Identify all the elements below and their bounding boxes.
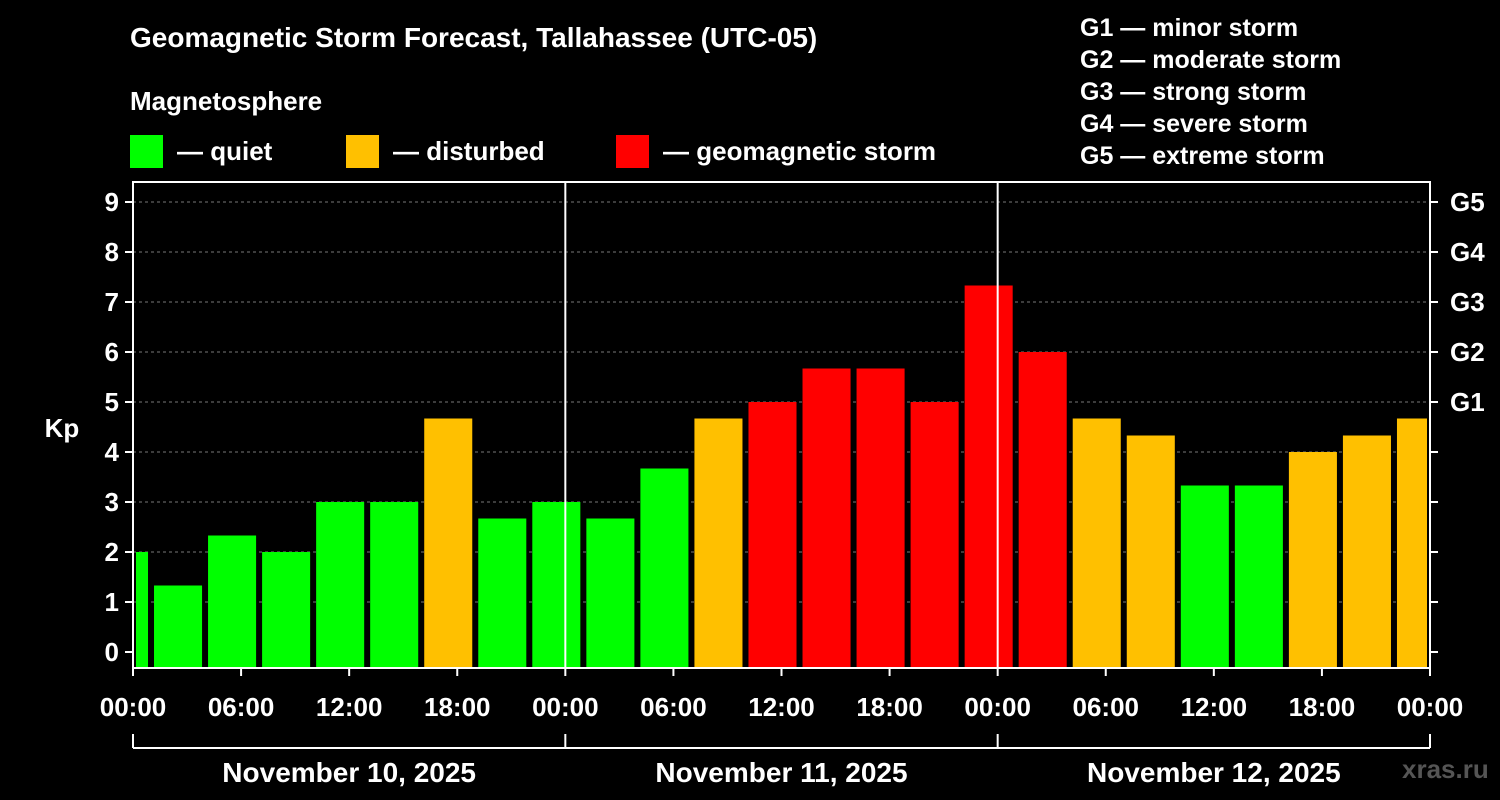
g-legend-g2: G2 — moderate storm: [1080, 46, 1342, 74]
kp-bar: [586, 518, 635, 668]
kp-bar: [802, 368, 851, 668]
kp-bar: [1234, 485, 1283, 668]
legend-label-storm: — geomagnetic storm: [663, 135, 937, 166]
x-tick-label: 12:00: [316, 692, 383, 722]
y-tick-label: 0: [105, 637, 119, 667]
x-tick-label: 00:00: [1397, 692, 1464, 722]
g-legend-g4: G4 — severe storm: [1080, 110, 1308, 138]
g-legend-g1: G1 — minor storm: [1080, 14, 1299, 42]
x-tick-label: 18:00: [856, 692, 923, 722]
kp-bar: [1180, 485, 1229, 668]
kp-bar: [856, 368, 905, 668]
x-tick-label: 12:00: [748, 692, 815, 722]
x-tick-label: 00:00: [964, 692, 1031, 722]
y-tick-label: 9: [105, 187, 119, 217]
legend-label-quiet: — quiet: [177, 135, 273, 166]
date-label: November 11, 2025: [655, 757, 907, 788]
kp-bar: [1126, 435, 1175, 668]
watermark: xras.ru: [1402, 754, 1489, 784]
legend-disturbed: — disturbed: [346, 134, 545, 168]
y-tick-label: 3: [105, 487, 119, 517]
legend-swatch-quiet: [130, 134, 163, 168]
y-tick-label: 8: [105, 237, 119, 267]
kp-bar: [532, 502, 581, 668]
y-tick-label: 5: [105, 387, 119, 417]
kp-bar: [1396, 418, 1427, 668]
legend-swatch-disturbed: [346, 134, 379, 168]
kp-bar: [748, 402, 797, 668]
y-tick-label: 4: [105, 437, 120, 467]
x-tick-label: 06:00: [208, 692, 275, 722]
kp-bar: [478, 518, 527, 668]
kp-bar: [910, 402, 959, 668]
y-tick-label: 6: [105, 337, 119, 367]
kp-bar: [964, 285, 1013, 668]
date-label: November 12, 2025: [1087, 757, 1341, 788]
x-tick-label: 00:00: [532, 692, 599, 722]
legend-storm: — geomagnetic storm: [616, 134, 936, 168]
y-tick-label: 2: [105, 537, 119, 567]
y-axis-label: Kp: [45, 413, 80, 443]
kp-bar: [316, 502, 365, 668]
legend-swatch-storm: [616, 134, 649, 168]
kp-bar: [640, 468, 689, 668]
y-tick-label: 7: [105, 287, 119, 317]
g-tick-label: G3: [1450, 287, 1485, 317]
x-tick-label: 12:00: [1181, 692, 1248, 722]
kp-bar: [694, 418, 743, 668]
x-tick-label: 06:00: [1073, 692, 1140, 722]
kp-bar: [424, 418, 473, 668]
kp-bar: [1288, 452, 1337, 668]
kp-bar: [154, 585, 203, 668]
kp-bar: [1018, 352, 1067, 668]
g-legend-g3: G3 — strong storm: [1080, 78, 1307, 106]
x-tick-label: 00:00: [100, 692, 167, 722]
kp-bar: [1072, 418, 1121, 668]
y-tick-label: 1: [105, 587, 119, 617]
x-tick-label: 18:00: [1289, 692, 1356, 722]
legend-quiet: — quiet: [130, 134, 272, 168]
g-tick-label: G1: [1450, 387, 1485, 417]
kp-bar: [136, 552, 149, 668]
date-label: November 10, 2025: [222, 757, 476, 788]
g-legend-g5: G5 — extreme storm: [1080, 142, 1325, 170]
g-tick-label: G4: [1450, 237, 1485, 267]
magnetosphere-title: Magnetosphere: [130, 86, 323, 116]
kp-bar: [1342, 435, 1391, 668]
x-tick-label: 06:00: [640, 692, 707, 722]
kp-bar: [208, 535, 257, 668]
g-tick-label: G2: [1450, 337, 1485, 367]
g-tick-label: G5: [1450, 187, 1485, 217]
kp-bar: [370, 502, 419, 668]
x-tick-label: 18:00: [424, 692, 491, 722]
legend-label-disturbed: — disturbed: [393, 135, 545, 166]
g-scale-legend: G1 — minor storm G2 — moderate storm G3 …: [1080, 12, 1341, 172]
kp-bar: [262, 552, 311, 668]
chart-title: Geomagnetic Storm Forecast, Tallahassee …: [130, 22, 818, 53]
